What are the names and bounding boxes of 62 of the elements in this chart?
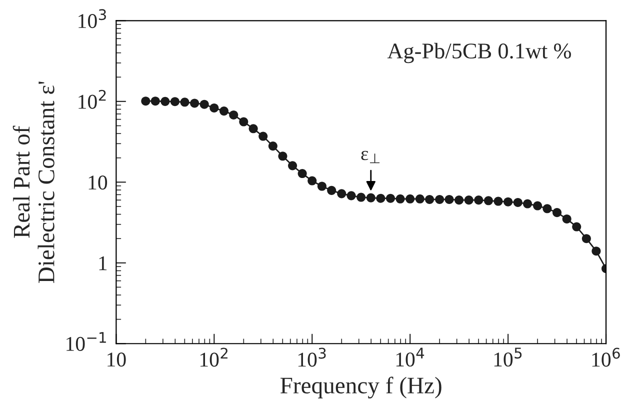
point xyxy=(425,194,434,204)
point xyxy=(288,161,298,170)
point xyxy=(494,196,503,206)
y-tick-label: 10 xyxy=(88,176,108,190)
point xyxy=(435,194,444,204)
point xyxy=(317,182,326,191)
point xyxy=(415,194,424,204)
point xyxy=(444,194,454,204)
point xyxy=(190,98,200,108)
point xyxy=(298,168,307,178)
point xyxy=(229,110,238,120)
point xyxy=(337,189,346,198)
x-tick-label: 10$^{3}$ xyxy=(298,348,326,367)
point xyxy=(160,96,170,106)
point xyxy=(200,100,209,109)
point xyxy=(484,196,493,206)
x-axis-title: Frequency f (Hz) xyxy=(280,376,442,398)
y-axis-title: Real Part of Dielectric Constant ε' xyxy=(12,82,54,283)
point xyxy=(474,196,484,205)
point xyxy=(180,98,190,107)
x-tick-label: 10$^{6}$ xyxy=(592,348,620,367)
annotation: Ag-Pb/5CB 0.1wt % xyxy=(387,42,571,64)
point xyxy=(376,194,386,203)
point xyxy=(552,208,562,218)
x-tick-label: 10$^{4}$ xyxy=(396,348,424,367)
point xyxy=(356,192,366,202)
point xyxy=(406,194,415,204)
point xyxy=(150,96,160,106)
point xyxy=(210,103,219,112)
point xyxy=(454,196,464,205)
point xyxy=(523,199,532,208)
point xyxy=(327,186,336,195)
point xyxy=(592,246,601,256)
point xyxy=(533,201,542,210)
x-tick-label: 10$^{2}$ xyxy=(200,348,228,367)
point xyxy=(258,132,268,141)
point xyxy=(562,214,572,224)
point xyxy=(572,222,582,232)
point xyxy=(464,196,474,205)
x-tick-label: 10 xyxy=(108,352,126,367)
point xyxy=(366,193,376,202)
point xyxy=(219,106,228,116)
point xyxy=(396,194,405,204)
point xyxy=(504,197,513,206)
y-tick-label: 1 xyxy=(99,256,107,270)
point xyxy=(170,97,180,106)
point xyxy=(141,96,150,106)
point xyxy=(386,194,396,203)
point xyxy=(582,234,591,244)
x-tick-label: 10$^{5}$ xyxy=(494,348,522,367)
point xyxy=(513,198,522,208)
point xyxy=(268,142,278,151)
y-tick-label: 10$^{2}$ xyxy=(78,90,106,109)
point xyxy=(346,191,356,200)
annotation: ε$_{⊥}$ xyxy=(361,150,380,164)
point xyxy=(278,152,288,161)
y-tick-label: 10$^{3}$ xyxy=(78,9,106,28)
point xyxy=(308,176,317,186)
point xyxy=(248,124,258,134)
point xyxy=(239,117,248,126)
point xyxy=(542,204,552,214)
y-tick-label: 10$^{−1}$ xyxy=(66,332,106,351)
